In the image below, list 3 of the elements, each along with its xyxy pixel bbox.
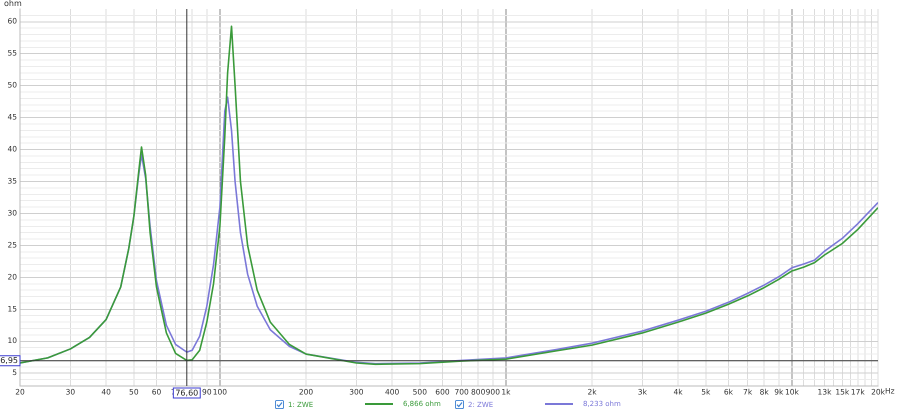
ref-line-label: 6,95 xyxy=(0,356,18,365)
ref-line-label: 76,60 xyxy=(175,388,198,398)
y-axis-title: ohm xyxy=(4,0,22,8)
